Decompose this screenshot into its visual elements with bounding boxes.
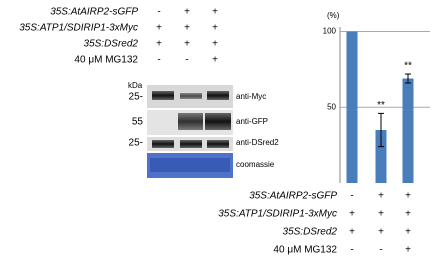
sign: + (349, 209, 355, 220)
panel-label: anti-Myc (236, 92, 266, 101)
y-tick-label: 100 (323, 27, 337, 36)
sign: + (212, 7, 218, 18)
row-label: 35S:ATP1/SDIRIP1-3xMyc (19, 23, 138, 34)
treatment-label: 35S:ATP1/SDIRIP1-3xMyc (218, 209, 337, 220)
sign: + (184, 39, 190, 50)
sign: + (405, 209, 411, 220)
bar (346, 31, 358, 184)
chart: (%) 50 100 ** ** 35S:AtAIRP2-sGFP - + +35S:ATP1/… (218, 11, 430, 256)
y-axis-label: (%) (327, 11, 340, 20)
sign: + (405, 227, 411, 238)
sign: - (379, 245, 382, 256)
error-bar (405, 73, 411, 84)
blot-image (147, 85, 233, 178)
treatment-label: 35S:DSred2 (283, 227, 338, 238)
sign: + (349, 227, 355, 238)
treatment-label: 40 μM MG132 (273, 245, 337, 256)
significance-label: ** (404, 61, 412, 72)
sign: + (405, 191, 411, 202)
significance-label: ** (377, 100, 385, 111)
sign: + (156, 39, 162, 50)
marker-label: 25- (129, 138, 143, 149)
sign: - (350, 245, 353, 256)
panel-label: coomassie (236, 160, 275, 169)
sign: - (185, 55, 188, 66)
sign: - (157, 55, 160, 66)
blot: 35S:AtAIRP2-sGFP - + +35S:ATP1/SDIRIP1-3xMy… (19, 7, 279, 169)
row-label: 35S:DSred2 (84, 39, 139, 50)
sign: + (378, 227, 384, 238)
bar (375, 129, 387, 183)
sign: + (156, 23, 162, 34)
sign: - (350, 191, 353, 202)
error-bar (378, 112, 384, 148)
kda-label: kDa (128, 81, 143, 90)
sign: + (212, 23, 218, 34)
sign: + (212, 39, 218, 50)
sign: + (378, 209, 384, 220)
sign: + (184, 7, 190, 18)
sign: + (212, 55, 218, 66)
sign: + (405, 245, 411, 256)
row-label: 40 μM MG132 (74, 55, 138, 66)
panel-label: anti-GFP (236, 117, 268, 126)
sign: + (184, 23, 190, 34)
treatment-label: 35S:AtAIRP2-sGFP (249, 191, 337, 202)
sign: + (378, 191, 384, 202)
sign: - (157, 7, 160, 18)
y-tick-label: 50 (327, 102, 336, 111)
marker-label: 55 (132, 117, 144, 128)
bar (402, 78, 414, 183)
marker-label: 25- (129, 92, 143, 103)
row-label: 35S:AtAIRP2-sGFP (50, 7, 138, 18)
panel-label: anti-DSred2 (236, 138, 279, 147)
